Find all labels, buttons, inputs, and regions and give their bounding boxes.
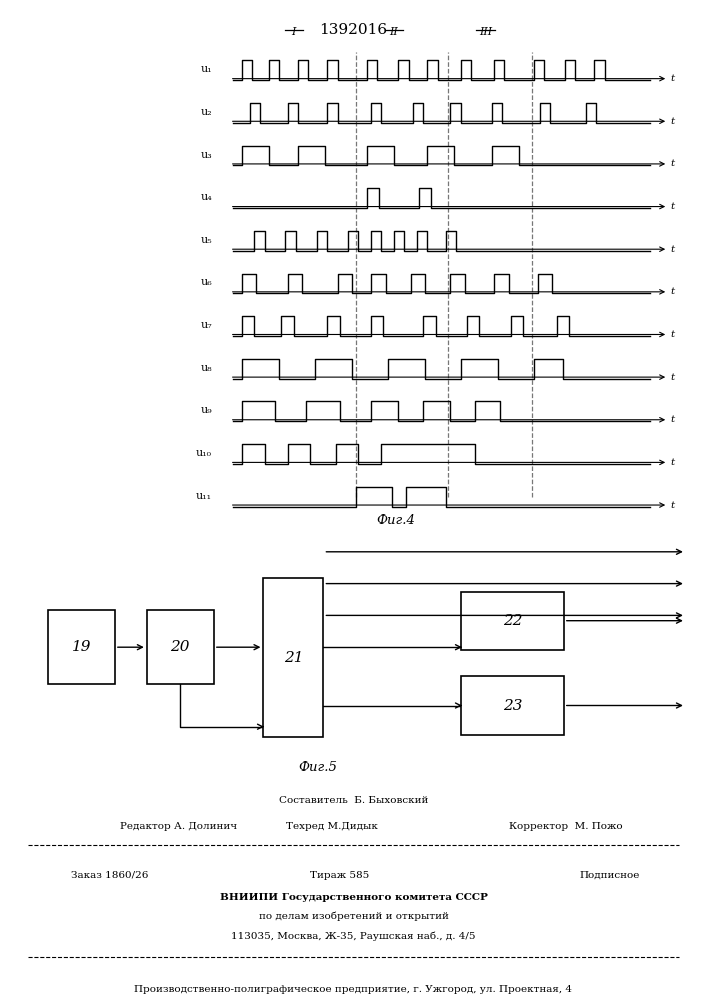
Text: по делам изобретений и открытий: по делам изобретений и открытий: [259, 912, 448, 921]
Text: II: II: [390, 27, 398, 37]
Text: Тираж 585: Тираж 585: [310, 871, 369, 880]
Text: 1392016: 1392016: [320, 23, 387, 37]
Text: t: t: [670, 330, 674, 339]
Text: t: t: [670, 159, 674, 168]
Text: t: t: [670, 373, 674, 382]
Bar: [48, 610, 115, 684]
Text: u₂: u₂: [201, 107, 212, 117]
Text: u₁: u₁: [201, 64, 212, 74]
Text: u₈: u₈: [201, 363, 212, 373]
Text: u₆: u₆: [200, 277, 212, 287]
Text: Заказ 1860/26: Заказ 1860/26: [71, 871, 148, 880]
Text: I: I: [291, 27, 296, 37]
Text: Редактор А. Долинич: Редактор А. Долинич: [120, 822, 238, 831]
Text: 20: 20: [170, 640, 190, 654]
Text: t: t: [670, 117, 674, 126]
Text: III: III: [479, 27, 492, 37]
Bar: [461, 676, 564, 735]
Text: 22: 22: [503, 614, 522, 628]
Text: u₄: u₄: [200, 192, 212, 202]
Text: u₉: u₉: [201, 405, 212, 415]
Text: t: t: [670, 501, 674, 510]
Text: Фиг.5: Фиг.5: [299, 761, 337, 774]
Text: 23: 23: [503, 698, 522, 712]
Text: t: t: [670, 245, 674, 254]
Text: u₅: u₅: [201, 235, 212, 245]
Text: Корректор  М. Пожо: Корректор М. Пожо: [509, 822, 622, 831]
Bar: [264, 578, 324, 737]
Text: Производственно-полиграфическое предприятие, г. Ужгород, ул. Проектная, 4: Производственно-полиграфическое предприя…: [134, 985, 573, 994]
Text: t: t: [670, 74, 674, 83]
Text: u₃: u₃: [200, 150, 212, 160]
Text: 113035, Москва, Ж-35, Раушская наб., д. 4/5: 113035, Москва, Ж-35, Раушская наб., д. …: [231, 931, 476, 941]
Text: Фиг.4: Фиг.4: [377, 514, 415, 527]
Text: t: t: [670, 202, 674, 211]
Text: ВНИИПИ Государственного комитета СССР: ВНИИПИ Государственного комитета СССР: [220, 892, 487, 902]
Text: Составитель  Б. Быховский: Составитель Б. Быховский: [279, 796, 428, 805]
Bar: [147, 610, 214, 684]
Bar: [461, 592, 564, 650]
Text: t: t: [670, 287, 674, 296]
Text: u₁₀: u₁₀: [196, 448, 212, 458]
Text: u₁₁: u₁₁: [196, 491, 212, 501]
Text: Подписное: Подписное: [580, 871, 640, 880]
Text: t: t: [670, 415, 674, 424]
Text: u₇: u₇: [200, 320, 212, 330]
Text: Техред М.Дидык: Техред М.Дидык: [286, 822, 378, 831]
Text: t: t: [670, 458, 674, 467]
Text: 19: 19: [71, 640, 91, 654]
Text: 21: 21: [284, 651, 303, 665]
